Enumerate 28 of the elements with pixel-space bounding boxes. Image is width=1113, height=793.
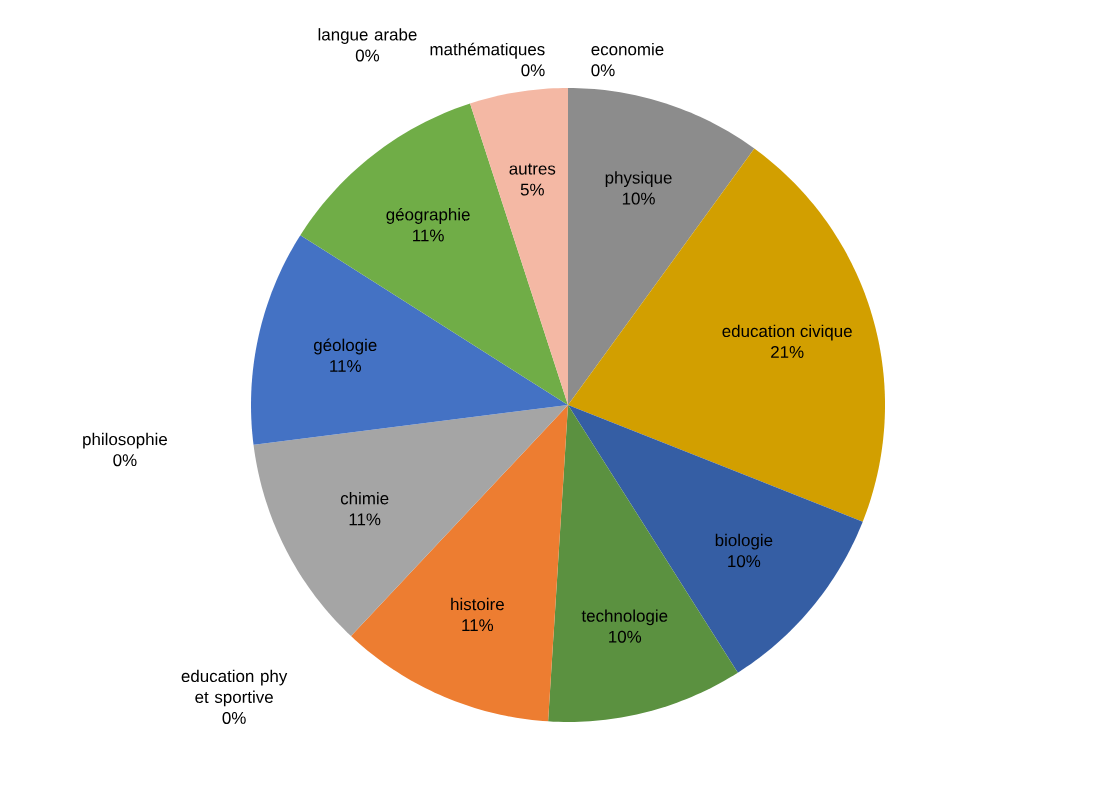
- slice-label: histoire: [451, 597, 504, 611]
- data-label: 11%: [462, 619, 494, 632]
- category-label: mathématiques: [430, 42, 545, 59]
- slice-label: géologie: [313, 338, 377, 355]
- slice-label: physique: [605, 171, 672, 188]
- slice-label: géographie: [386, 207, 470, 224]
- slice-label: technologie: [581, 609, 668, 626]
- data-label: 11%: [413, 229, 444, 242]
- slice-label: biologie: [715, 533, 773, 550]
- text: 0%: [113, 454, 137, 467]
- data-label: 11%: [330, 360, 361, 372]
- text: 0%: [222, 711, 246, 724]
- data-label: 10%: [609, 630, 642, 643]
- data-label: 10%: [728, 555, 761, 568]
- category-label: langue arabe: [318, 28, 417, 44]
- data-label: 21%: [771, 346, 804, 358]
- category-label: education phy et sportive: [181, 669, 288, 707]
- text: 0%: [521, 64, 545, 77]
- slice-label: chimie: [340, 491, 389, 505]
- category-label: economie: [591, 42, 664, 56]
- data-label: 10%: [622, 192, 655, 205]
- slice-label: autres: [509, 163, 556, 175]
- text: 0%: [355, 49, 380, 62]
- category-label: philosophie: [83, 432, 167, 449]
- text: 0%: [591, 64, 615, 77]
- data-label: 5%: [520, 183, 544, 196]
- data-label: 11%: [349, 513, 381, 526]
- slice-label: education civique: [722, 324, 852, 341]
